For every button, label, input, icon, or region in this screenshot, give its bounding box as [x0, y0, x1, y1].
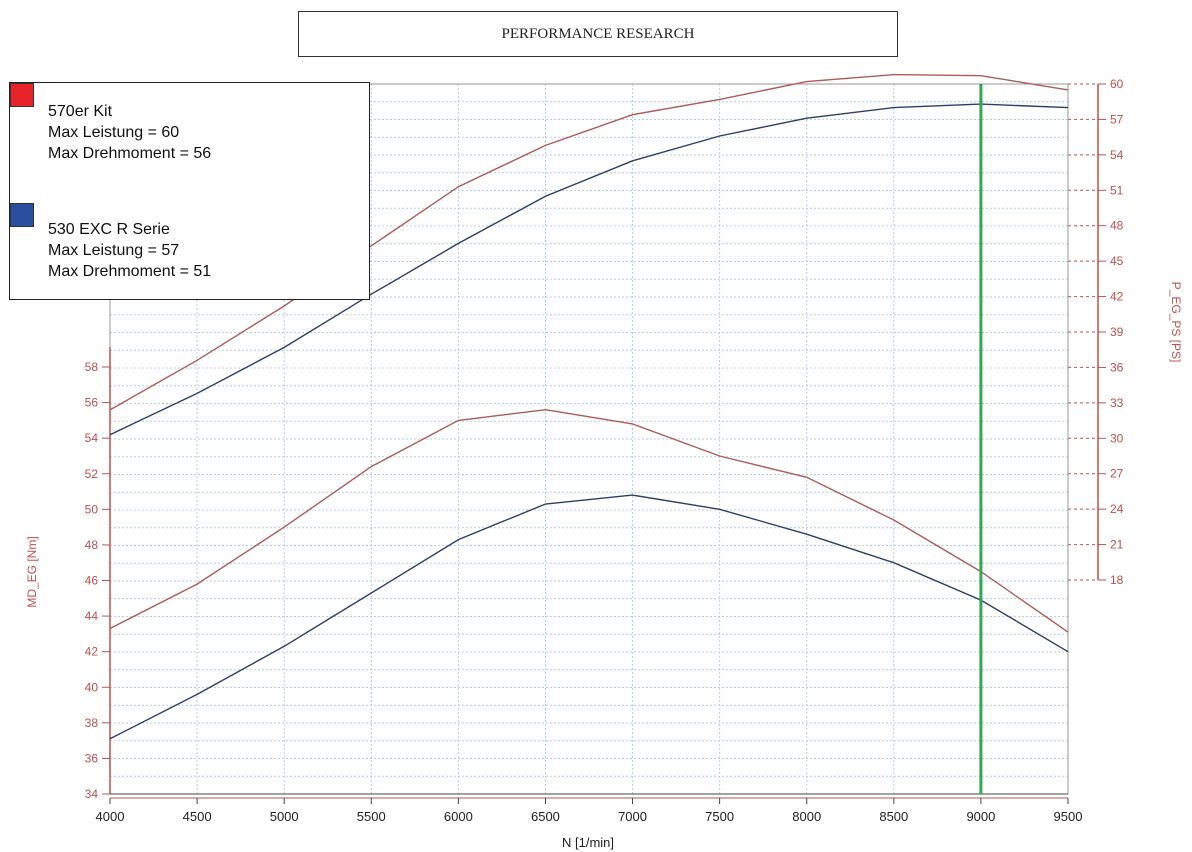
y-axis-left-label: MD_EG [Nm] [25, 536, 39, 607]
y-left-tick-label: 38 [85, 716, 99, 730]
series-line-kit-torque [109, 408, 1069, 633]
y-left-tick-label: 42 [85, 645, 99, 659]
grid [109, 83, 1098, 795]
x-tick-label: 9000 [966, 809, 995, 824]
chart-title: PERFORMANCE RESEARCH [298, 11, 898, 57]
y-right-tick-label: 45 [1110, 254, 1124, 268]
x-tick-label: 4000 [96, 809, 125, 824]
y-right-tick-label: 21 [1110, 538, 1124, 552]
x-axis-label: N [1/min] [562, 835, 614, 850]
legend-max-power: Max Leistung = 57 [48, 242, 180, 259]
x-tick-label: 6500 [531, 809, 560, 824]
y-right-tick-label: 24 [1110, 502, 1124, 516]
y-right-tick-label: 57 [1110, 112, 1124, 126]
y-right-tick-label: 60 [1110, 77, 1124, 91]
x-tick-label: 8000 [792, 809, 821, 824]
legend-swatch-kit [10, 83, 34, 107]
series-line-serie-torque [109, 494, 1069, 740]
series-lines [109, 73, 1069, 740]
y-left-tick-label: 58 [85, 360, 99, 374]
y-axis-right-label: P_EG_PS [PS] [1169, 282, 1183, 363]
y-right-tick-label: 54 [1110, 148, 1124, 162]
y-right-tick-label: 27 [1110, 467, 1124, 481]
y-right-tick-label: 51 [1110, 183, 1124, 197]
y-left-tick-label: 48 [85, 538, 99, 552]
x-tick-label: 8500 [879, 809, 908, 824]
y-left-tick-label: 54 [85, 431, 99, 445]
y-left-tick-label: 36 [85, 751, 99, 765]
y-right-tick-label: 39 [1110, 325, 1124, 339]
series-line-serie-power [109, 103, 1069, 436]
x-tick-label: 6000 [444, 809, 473, 824]
series-line-kit-power [109, 73, 1069, 411]
y-left-tick-label: 52 [85, 467, 99, 481]
x-tick-label: 9500 [1054, 809, 1083, 824]
tick-labels: 34 36 38 40 42 44 46 48 50 52 54 56 58 18 21 24 27 30 33 36… [85, 77, 1124, 824]
y-left-tick-label: 44 [85, 609, 99, 623]
legend-max-power: Max Leistung = 60 [48, 124, 180, 141]
y-left-tick-label: 46 [85, 574, 99, 588]
legend: 570er Kit Max Leistung = 60 Max Drehmome… [9, 82, 370, 300]
y-right-tick-label: 36 [1110, 360, 1124, 374]
y-left-tick-label: 50 [85, 502, 99, 516]
x-tick-label: 4500 [183, 809, 212, 824]
y-left-tick-label: 40 [85, 680, 99, 694]
y-left-tick-label: 34 [85, 787, 99, 801]
y-right-tick-label: 48 [1110, 219, 1124, 233]
legend-max-torque: Max Drehmoment = 51 [48, 263, 212, 280]
legend-series-name: 530 EXC R Serie [48, 221, 170, 238]
legend-max-torque: Max Drehmoment = 56 [48, 145, 212, 162]
x-tick-label: 5000 [270, 809, 299, 824]
x-tick-label: 5500 [357, 809, 386, 824]
x-tick-label: 7000 [618, 809, 647, 824]
y-right-tick-label: 30 [1110, 431, 1124, 445]
axes [102, 83, 1106, 804]
y-right-tick-label: 42 [1110, 290, 1124, 304]
legend-series-name: 570er Kit [48, 103, 113, 120]
x-tick-label: 7500 [705, 809, 734, 824]
y-left-tick-label: 56 [85, 396, 99, 410]
y-right-tick-label: 18 [1110, 573, 1124, 587]
y-right-tick-label: 33 [1110, 396, 1124, 410]
legend-swatch-serie [10, 203, 34, 227]
